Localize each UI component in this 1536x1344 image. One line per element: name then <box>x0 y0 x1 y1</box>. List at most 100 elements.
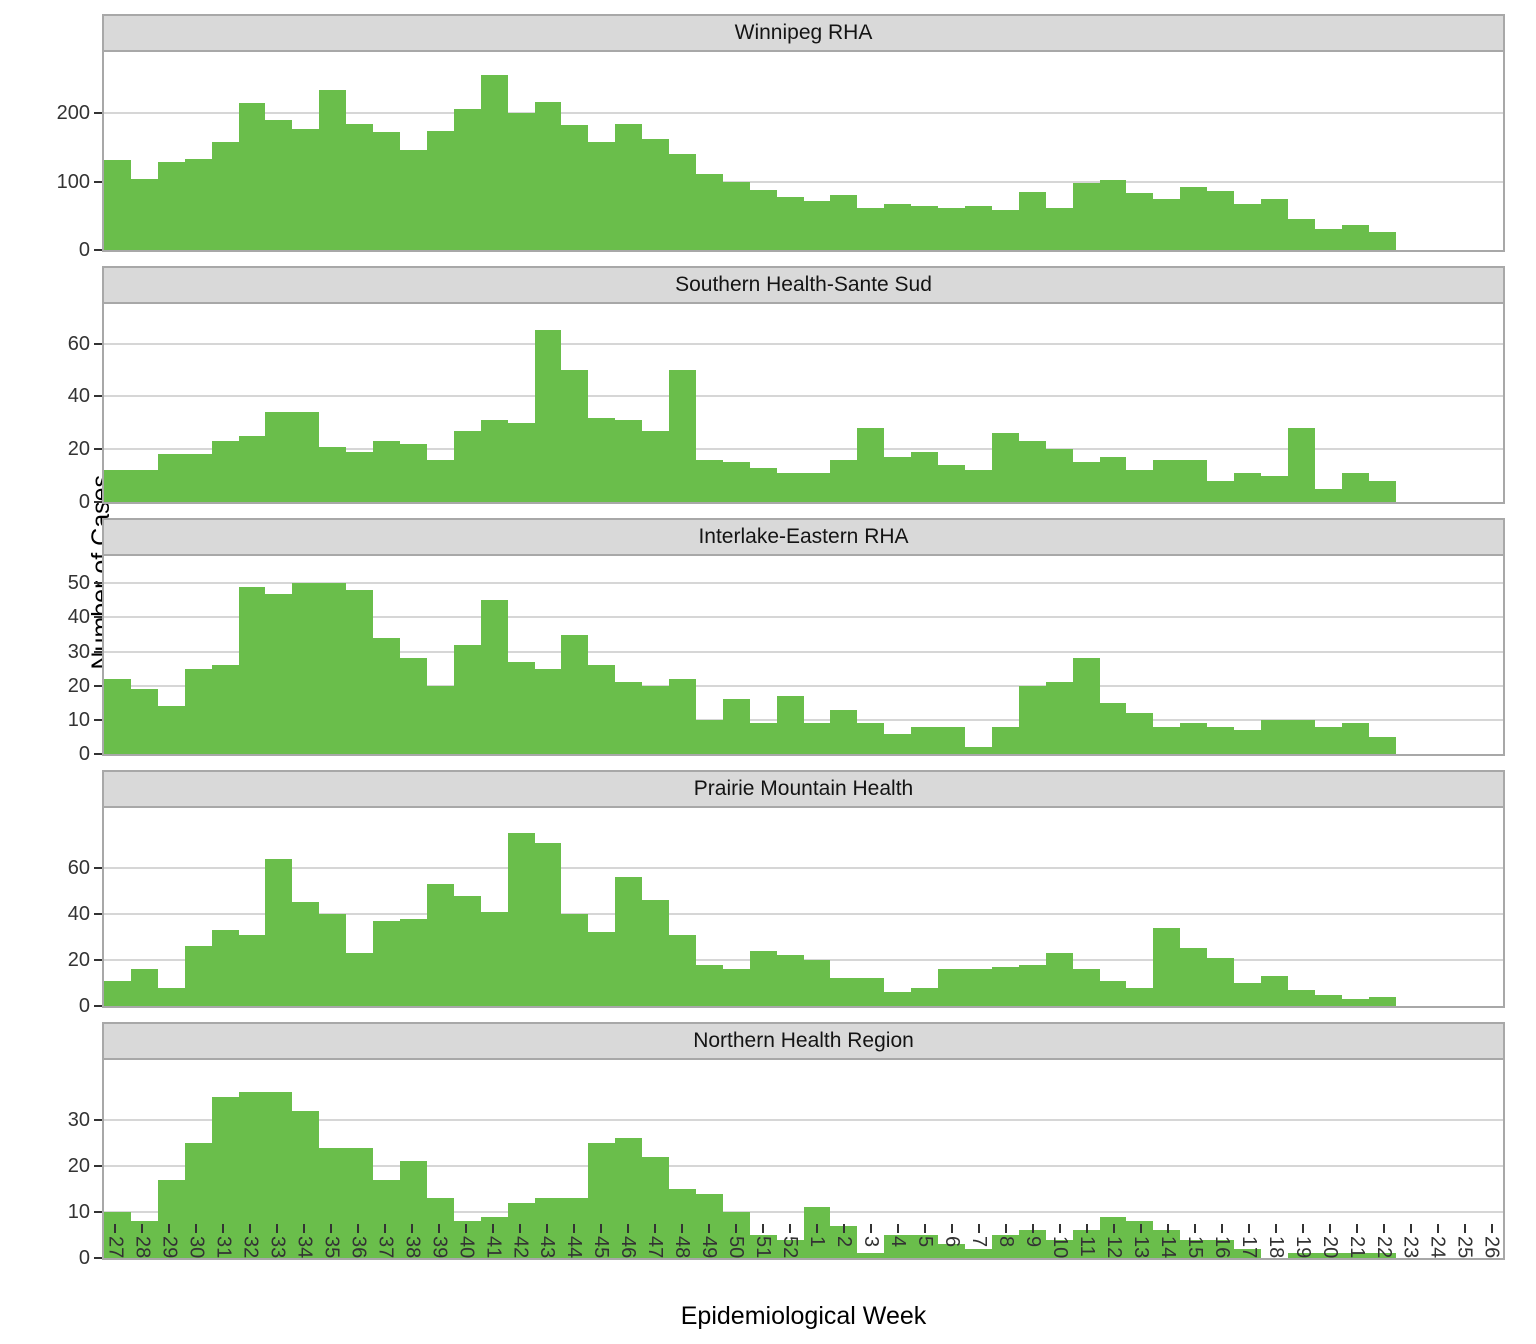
x-tick-cell <box>480 1224 507 1233</box>
x-tick-label: 21 <box>1345 1236 1368 1259</box>
bar-slot-week-23 <box>1396 808 1423 1006</box>
bar-slot-week-4 <box>884 304 912 502</box>
bar-week-44 <box>561 634 589 754</box>
bar-week-49 <box>695 459 723 502</box>
bar-slot-week-28 <box>130 52 158 250</box>
bar-slot-week-6 <box>938 1060 965 1258</box>
x-tick-mark <box>870 1224 873 1233</box>
x-label-cell: 1 <box>804 1236 831 1258</box>
bar-slot-week-6 <box>938 556 965 754</box>
bar-slot-week-27 <box>104 304 131 502</box>
bar-week-5 <box>911 726 939 754</box>
bar-slot-week-18 <box>1260 808 1288 1006</box>
x-tick-label: 18 <box>1264 1236 1287 1259</box>
bar-week-1 <box>803 200 831 250</box>
bar-week-46 <box>615 124 643 250</box>
bar-week-44 <box>561 370 589 502</box>
x-label-cell: 21 <box>1343 1236 1370 1258</box>
bar-week-11 <box>1072 183 1100 250</box>
y-tick-label: 200 <box>56 102 90 125</box>
bar-slot-week-3 <box>857 1060 885 1258</box>
bar-slot-week-41 <box>480 556 508 754</box>
bar-slot-week-42 <box>507 304 535 502</box>
x-label-cell: 38 <box>399 1236 426 1258</box>
bar-slot-week-48 <box>669 1060 696 1258</box>
bar-slot-week-33 <box>265 556 293 754</box>
bar-slot-week-34 <box>292 304 320 502</box>
bar-slot-week-48 <box>669 52 696 250</box>
bar-slot-week-11 <box>1072 304 1100 502</box>
bar-week-18 <box>1260 198 1288 250</box>
bar-week-51 <box>749 1234 777 1258</box>
gridline <box>104 180 1503 183</box>
x-tick-cell <box>237 1224 264 1233</box>
y-tick-mark <box>94 650 102 653</box>
x-tick-cell <box>453 1224 480 1233</box>
bar-slot-week-3 <box>857 808 885 1006</box>
y-tick-label: 10 <box>67 708 90 731</box>
x-label-cell: 14 <box>1154 1236 1181 1258</box>
bar-slot-week-25 <box>1449 556 1476 754</box>
bar-week-47 <box>642 430 670 502</box>
bar-week-5 <box>911 205 939 250</box>
bar-slot-week-12 <box>1099 556 1127 754</box>
bar-week-20 <box>1314 1253 1342 1258</box>
x-tick-mark <box>492 1224 495 1233</box>
bar-week-38 <box>399 918 427 1006</box>
bar-week-12 <box>1099 980 1127 1006</box>
x-tick-label: 52 <box>779 1236 802 1259</box>
bar-slot-week-1 <box>803 808 831 1006</box>
bar-week-52 <box>776 695 804 754</box>
bar-slot-week-45 <box>588 52 616 250</box>
x-tick-mark <box>1463 1224 1466 1233</box>
x-tick-cell <box>750 1224 777 1233</box>
x-tick-label: 10 <box>1048 1236 1071 1259</box>
bar-week-50 <box>722 462 750 502</box>
facet-panel: Winnipeg RHA 0 100 200 <box>57 14 1505 261</box>
x-label-cell: 32 <box>237 1236 264 1258</box>
x-label-cell: 2 <box>831 1236 858 1258</box>
bar-slot-week-52 <box>776 52 804 250</box>
bar-slot-week-31 <box>211 808 239 1006</box>
bar-slot-week-4 <box>884 52 912 250</box>
bar-week-13 <box>1126 192 1154 250</box>
bar-week-4 <box>884 457 912 502</box>
bar-week-48 <box>669 1188 696 1258</box>
x-label-cell: 46 <box>615 1236 642 1258</box>
x-tick-label: 12 <box>1102 1236 1125 1259</box>
bar-slot-week-15 <box>1180 52 1208 250</box>
y-tick-mark <box>94 866 102 869</box>
bar-slot-week-36 <box>346 52 374 250</box>
bar-week-35 <box>319 583 347 754</box>
bar-week-32 <box>238 1092 266 1258</box>
bar-week-22 <box>1368 232 1396 250</box>
bar-week-17 <box>1234 472 1261 502</box>
x-tick-label: 23 <box>1399 1236 1422 1259</box>
x-tick-label: 14 <box>1156 1236 1179 1259</box>
bar-week-39 <box>426 883 454 1006</box>
x-tick-label: 37 <box>374 1236 397 1259</box>
bar-slot-week-27 <box>104 556 131 754</box>
bar-slot-week-26 <box>1476 556 1503 754</box>
bar-slot-week-19 <box>1287 808 1315 1006</box>
bar-slot-week-41 <box>480 1060 508 1258</box>
x-tick-label: 38 <box>401 1236 424 1259</box>
bar-slot-week-25 <box>1449 304 1476 502</box>
bar-slot-week-51 <box>749 304 777 502</box>
y-tick-mark <box>94 582 102 585</box>
bar-slot-week-22 <box>1368 808 1396 1006</box>
bar-slot-week-40 <box>453 808 481 1006</box>
bar-week-14 <box>1153 1230 1181 1258</box>
x-tick-mark <box>465 1224 468 1233</box>
bar-slot-week-52 <box>776 1060 804 1258</box>
x-label-cell: 34 <box>291 1236 318 1258</box>
bar-slot-week-45 <box>588 556 616 754</box>
bar-slot-week-23 <box>1396 304 1423 502</box>
bar-week-33 <box>265 593 293 754</box>
bar-slot-week-38 <box>399 52 427 250</box>
bar-slot-week-8 <box>991 52 1019 250</box>
bar-week-28 <box>130 689 158 754</box>
bar-week-27 <box>104 159 131 250</box>
x-tick-cell <box>1397 1224 1424 1233</box>
x-tick-mark <box>573 1224 576 1233</box>
